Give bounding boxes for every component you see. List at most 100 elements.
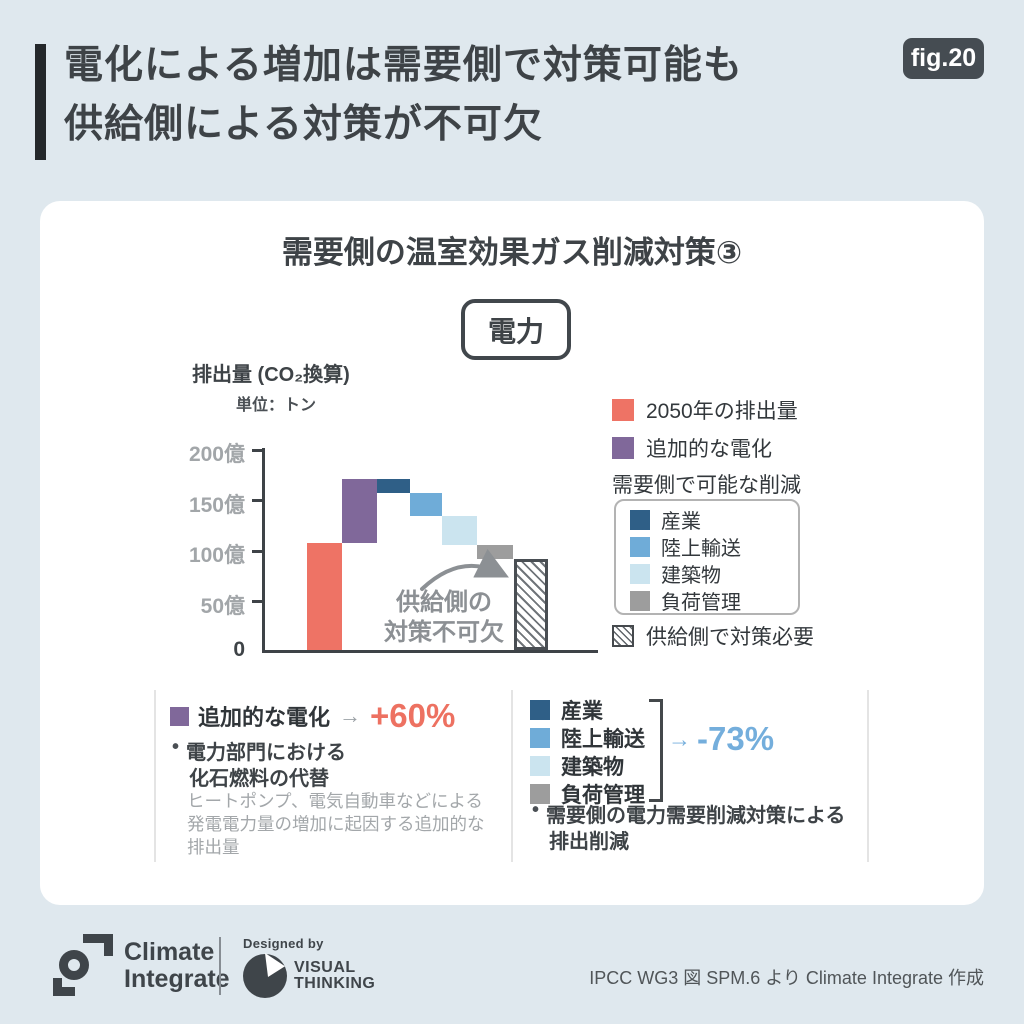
annotation-line1: 供給側の [396, 589, 492, 616]
climate-integrate-logo-icon [53, 934, 113, 996]
legend-swatch-electrification [612, 437, 634, 459]
legend-swatch-industry [630, 509, 650, 530]
visual-thinking-logo: VISUAL THINKING [243, 953, 375, 998]
logo-bracket-bottom [53, 978, 75, 996]
legend-group-box [614, 499, 800, 615]
reduction-label-load: 負荷管理 [561, 784, 645, 807]
reduction-label-buildings: 建築物 [561, 756, 624, 779]
electrification-bullet: • 電力部門における [172, 736, 346, 765]
group-bracket [649, 699, 663, 802]
y-axis-unit: 単位：トン [236, 397, 317, 414]
brand-line1: Climate [124, 938, 215, 966]
axis-tick [252, 449, 263, 452]
bullet-icon: • [532, 799, 540, 821]
annotation-arrow-icon [420, 549, 509, 591]
reduction-item-transport: 陸上輸送 [530, 723, 645, 753]
y-tick-0: 0 [233, 638, 245, 661]
visual-thinking-logo-icon [243, 953, 287, 998]
page-title-line1: 電化による増加は需要側で対策可能も [64, 44, 743, 87]
legend-swatch-buildings [630, 563, 650, 584]
right-arrow-icon: → [668, 725, 691, 752]
legend-item-transport: 陸上輸送 [630, 532, 741, 561]
waterfall-bar-2 [342, 479, 377, 544]
electrification-swatch [170, 706, 189, 726]
legend-label-2050: 2050年の排出量 [646, 400, 798, 423]
electrification-label: 追加的な電化 [198, 705, 331, 730]
reduction-swatch-load [530, 784, 550, 804]
reduction-bullet: • 需要側の電力需要削減対策による [532, 799, 845, 828]
reduction-value: -73% [697, 720, 775, 757]
designer-line1: VISUAL [294, 959, 356, 976]
reduction-item-buildings: 建築物 [530, 751, 624, 781]
y-tick-50: 50億 [200, 595, 245, 618]
bullet-icon: • [172, 736, 180, 758]
header-accent-bar [35, 44, 46, 160]
legend-swatch-transport [630, 536, 650, 557]
y-axis-line [262, 448, 265, 653]
logo-wedge [265, 953, 285, 977]
electrification-bullet-line2: 化石燃料の代替 [189, 768, 329, 790]
electrification-heading: 追加的な電化 → +60% [170, 697, 455, 735]
legend-group-title: 需要側で可能な削減 [612, 474, 801, 497]
legend-item-industry: 産業 [630, 505, 701, 534]
reduction-item-load: 負荷管理 [530, 779, 645, 809]
annotation-line2: 対策不可欠 [384, 619, 504, 646]
waterfall-bar-5 [442, 516, 477, 546]
climate-integrate-wordmark: Climate Integrate [124, 939, 230, 993]
reduction-value-row: → -73% [668, 720, 774, 758]
panel-divider [511, 690, 513, 862]
electrification-value: +60% [370, 697, 456, 734]
designer-line2: THINKING [294, 975, 376, 992]
right-arrow-icon: → [339, 703, 362, 728]
note-line2: 発電電力量の増加に起因する追加的な [187, 814, 485, 834]
legend-swatch-load [630, 590, 650, 611]
page-title-line2: 供給側による対策が不可欠 [64, 103, 543, 146]
footer-logo-divider [219, 937, 221, 995]
legend-label-industry: 産業 [661, 511, 701, 533]
reduction-bullet-line2: 排出削減 [549, 831, 629, 853]
reduction-bullet-line1: 需要側の電力需要削減対策による [546, 805, 846, 827]
legend-item-supply-side: 供給側で対策必要 [612, 621, 814, 651]
designed-by-label: Designed by [243, 936, 324, 951]
legend-label-supply-side: 供給側で対策必要 [646, 626, 814, 649]
legend-swatch-2050 [612, 399, 634, 421]
reduction-label-industry: 産業 [561, 700, 603, 723]
legend-item-electrification: 追加的な電化 [612, 433, 772, 463]
figure-number-badge: fig.20 [903, 38, 984, 79]
axis-tick [252, 550, 263, 553]
legend-swatch-hatched [612, 625, 634, 647]
note-line1: ヒートポンプ、電気自動車などによる [187, 791, 483, 811]
category-badge-power: 電力 [461, 299, 571, 360]
visual-thinking-wordmark: VISUAL THINKING [294, 960, 375, 992]
axis-tick [252, 499, 263, 502]
logo-ring [59, 950, 89, 980]
note-line3: 排出量 [187, 837, 240, 857]
y-tick-150: 150億 [188, 494, 245, 517]
waterfall-bar-7 [514, 558, 548, 650]
legend-label-electrification: 追加的な電化 [646, 438, 772, 461]
reduction-swatch-buildings [530, 756, 550, 776]
electrification-note: ヒートポンプ、電気自動車などによる 発電電力量の増加に起因する追加的な 排出量 [187, 790, 485, 859]
x-axis-line [262, 650, 598, 653]
supply-side-annotation: 供給側の 対策不可欠 [378, 588, 510, 648]
legend-item-load: 負荷管理 [630, 586, 741, 615]
waterfall-bar-1 [307, 543, 342, 650]
logo-bracket-top [83, 934, 113, 956]
waterfall-bar-3 [377, 479, 410, 493]
reduction-item-industry: 産業 [530, 695, 603, 725]
page-title: 電化による増加は需要側で対策可能も 供給側による対策が不可欠 [64, 36, 743, 154]
reduction-label-transport: 陸上輸送 [561, 728, 645, 751]
source-attribution: IPCC WG3 図 SPM.6 より Climate Integrate 作成 [589, 968, 984, 988]
brand-line2: Integrate [124, 965, 230, 993]
waterfall-bar-4 [410, 492, 442, 517]
electrification-bullet-line1: 電力部門における [186, 742, 347, 764]
legend-item-2050: 2050年の排出量 [612, 395, 798, 425]
y-tick-100: 100億 [188, 544, 245, 567]
y-tick-200: 200億 [188, 443, 245, 466]
legend-label-transport: 陸上輸送 [661, 538, 741, 560]
panel-border-left [154, 690, 156, 862]
legend-item-buildings: 建築物 [630, 559, 721, 588]
panel-border-right [867, 690, 869, 862]
reduction-swatch-industry [530, 700, 550, 720]
reduction-swatch-transport [530, 728, 550, 748]
